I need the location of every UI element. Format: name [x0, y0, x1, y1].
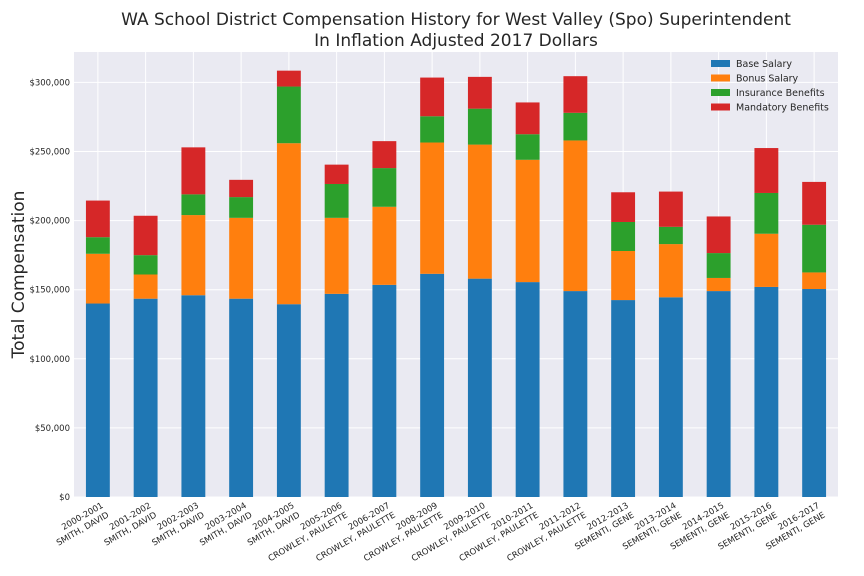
legend: Base Salary Bonus Salary Insurance Benefit…	[711, 59, 829, 114]
bar-bonus-salary	[467, 144, 492, 279]
bar-bonus-salary	[515, 159, 540, 283]
bar-bonus-salary	[276, 143, 301, 305]
bar-mandatory-benefits	[706, 216, 731, 254]
y-tick-label: $100,000	[29, 355, 70, 365]
bar-base-salary	[133, 298, 158, 497]
bar-mandatory-benefits	[563, 76, 588, 113]
bar-mandatory-benefits	[276, 70, 301, 87]
y-tick-label: $300,000	[29, 78, 70, 88]
bar-mandatory-benefits	[802, 181, 827, 225]
bar-insurance-benefits	[611, 221, 636, 252]
bar-base-salary	[229, 298, 254, 497]
bar-bonus-salary	[133, 274, 158, 299]
bar-bonus-salary	[611, 251, 636, 301]
bar-mandatory-benefits	[133, 215, 158, 256]
bar-bonus-salary	[372, 206, 397, 285]
bar-bonus-salary	[420, 142, 445, 274]
bar-insurance-benefits	[563, 112, 588, 141]
legend-label: Mandatory Benefits	[736, 103, 829, 114]
legend-label: Bonus Salary	[736, 74, 799, 85]
bar-insurance-benefits	[706, 253, 731, 278]
legend-swatch	[711, 103, 730, 111]
legend-swatch	[711, 74, 730, 82]
bar-base-salary	[515, 282, 540, 497]
bar-insurance-benefits	[229, 197, 254, 218]
bar-mandatory-benefits	[658, 191, 683, 227]
bar-insurance-benefits	[515, 134, 540, 160]
bar-insurance-benefits	[133, 255, 158, 275]
bar-base-salary	[658, 297, 683, 497]
bar-insurance-benefits	[276, 86, 301, 144]
bars	[85, 70, 827, 497]
bar-bonus-salary	[229, 217, 254, 299]
bar-insurance-benefits	[324, 183, 349, 218]
bar-base-salary	[85, 303, 110, 497]
bar-insurance-benefits	[372, 168, 397, 207]
bar-insurance-benefits	[754, 192, 779, 234]
chart-title-line-1: WA School District Compensation History …	[121, 10, 791, 30]
legend-swatch	[711, 60, 730, 67]
bar-insurance-benefits	[658, 226, 683, 245]
bar-insurance-benefits	[85, 237, 110, 254]
y-axis-ticks: $0 $50,000 $100,000 $150,000 $200,000 $250,00…	[29, 78, 70, 503]
y-tick-label: $0	[59, 493, 70, 503]
bar-base-salary	[563, 291, 588, 497]
bar-bonus-salary	[181, 215, 206, 296]
bar-bonus-salary	[658, 244, 683, 298]
bar-bonus-salary	[802, 272, 827, 290]
y-tick-label: $150,000	[29, 286, 70, 296]
chart-title-line-2: In Inflation Adjusted 2017 Dollars	[314, 31, 598, 51]
legend-label: Base Salary	[736, 59, 792, 70]
bar-base-salary	[754, 286, 779, 497]
bar-mandatory-benefits	[467, 76, 492, 109]
bar-mandatory-benefits	[324, 164, 349, 184]
bar-bonus-salary	[85, 253, 110, 304]
bar-bonus-salary	[706, 277, 731, 292]
bar-base-salary	[181, 295, 206, 497]
bar-base-salary	[324, 293, 349, 497]
y-tick-label: $50,000	[35, 424, 70, 434]
bar-base-salary	[276, 304, 301, 497]
bar-bonus-salary	[324, 217, 349, 294]
bar-mandatory-benefits	[420, 77, 445, 117]
bar-bonus-salary	[754, 233, 779, 287]
legend-label: Insurance Benefits	[736, 88, 825, 99]
bar-insurance-benefits	[420, 116, 445, 143]
bar-mandatory-benefits	[229, 179, 254, 198]
bar-insurance-benefits	[181, 194, 206, 216]
bar-mandatory-benefits	[611, 192, 636, 222]
y-tick-label: $250,000	[29, 148, 70, 158]
bar-base-salary	[467, 278, 492, 497]
bar-insurance-benefits	[467, 108, 492, 145]
bar-base-salary	[611, 300, 636, 497]
bar-insurance-benefits	[802, 224, 827, 273]
bar-bonus-salary	[563, 140, 588, 292]
bar-mandatory-benefits	[85, 200, 110, 238]
bar-base-salary	[706, 291, 731, 497]
bar-base-salary	[802, 289, 827, 497]
legend-swatch	[711, 89, 730, 96]
bar-mandatory-benefits	[515, 102, 540, 135]
bar-mandatory-benefits	[181, 147, 206, 195]
y-tick-label: $200,000	[29, 217, 70, 227]
y-axis-label: Total Compensation	[9, 191, 29, 360]
bar-base-salary	[372, 284, 397, 497]
bar-base-salary	[420, 273, 445, 497]
bar-mandatory-benefits	[754, 148, 779, 193]
bar-mandatory-benefits	[372, 141, 397, 169]
